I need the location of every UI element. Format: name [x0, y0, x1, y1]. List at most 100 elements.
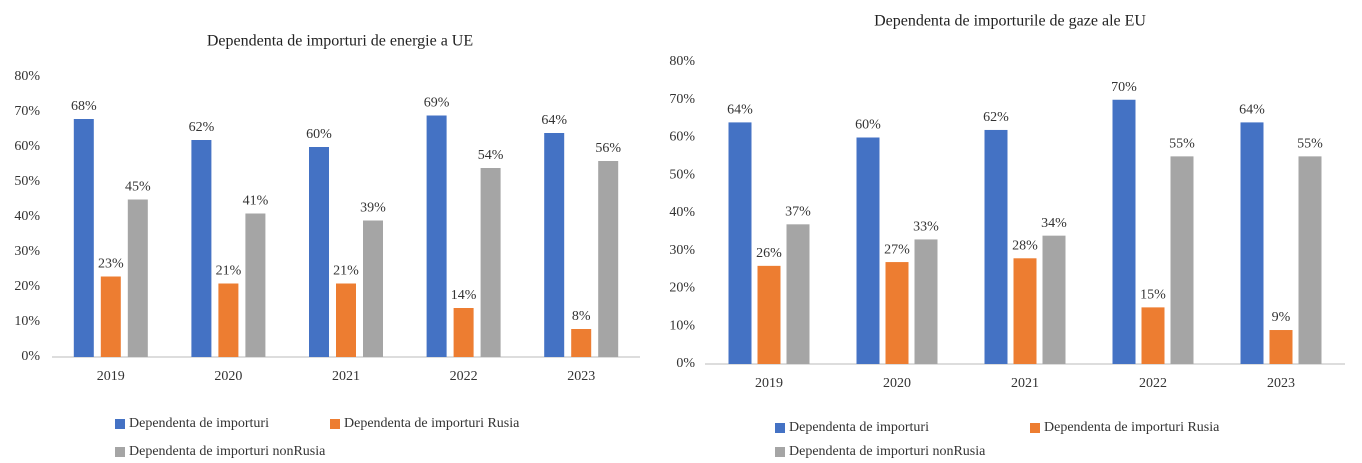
bar [544, 133, 565, 357]
legend-label: Dependenta de importuri nonRusia [129, 444, 326, 459]
data-label: 64% [541, 113, 567, 128]
bar [73, 119, 94, 357]
bar [1240, 122, 1264, 365]
data-label: 54% [478, 148, 504, 163]
y-tick-label: 40% [14, 209, 40, 224]
data-label: 69% [424, 96, 450, 111]
bar [1141, 307, 1165, 364]
legend-swatch [1030, 423, 1040, 433]
bar [1298, 156, 1322, 364]
x-tick-label: 2019 [755, 376, 783, 391]
bar [426, 115, 447, 357]
bar [728, 122, 752, 365]
data-label: 27% [884, 242, 910, 257]
x-tick-label: 2019 [97, 369, 125, 384]
bar [885, 262, 909, 364]
y-tick-label: 50% [14, 174, 40, 189]
bar [1042, 235, 1066, 364]
data-label: 68% [71, 99, 97, 114]
y-tick-label: 70% [14, 104, 40, 119]
chart-title: Dependenta de importuri de energie a UE [207, 33, 473, 50]
legend-swatch [775, 423, 785, 433]
data-label: 33% [913, 220, 939, 235]
bar [218, 283, 239, 357]
legend-label: Dependenta de importuri nonRusia [789, 444, 986, 459]
data-label: 39% [360, 201, 386, 216]
bar [757, 265, 781, 364]
legend-label: Dependenta de importuri Rusia [344, 416, 520, 431]
data-label: 60% [855, 118, 881, 133]
y-tick-label: 80% [669, 54, 695, 69]
y-tick-label: 40% [669, 205, 695, 220]
data-label: 23% [98, 257, 124, 272]
bar [914, 239, 938, 364]
legend-swatch [115, 447, 125, 457]
bar [598, 161, 619, 357]
y-tick-label: 20% [669, 281, 695, 296]
bar [191, 140, 212, 357]
data-label: 62% [189, 120, 215, 135]
data-label: 60% [306, 127, 332, 142]
data-label: 21% [333, 264, 359, 279]
y-tick-label: 80% [14, 69, 40, 84]
data-label: 62% [983, 110, 1009, 125]
data-label: 64% [727, 103, 753, 118]
y-tick-label: 60% [14, 139, 40, 154]
legend-label: Dependenta de importuri Rusia [1044, 420, 1220, 435]
y-tick-label: 0% [676, 356, 695, 371]
x-tick-label: 2020 [214, 369, 242, 384]
data-label: 55% [1169, 137, 1195, 152]
y-tick-label: 30% [14, 244, 40, 259]
data-label: 8% [572, 309, 591, 324]
bar [1269, 330, 1293, 364]
y-tick-label: 70% [669, 92, 695, 107]
bar [1112, 99, 1136, 364]
bar [336, 283, 356, 357]
x-tick-label: 2023 [567, 369, 595, 384]
y-tick-label: 30% [669, 243, 695, 258]
bar [100, 276, 121, 357]
x-tick-label: 2023 [1267, 376, 1295, 391]
legend-swatch [330, 419, 340, 429]
x-tick-label: 2022 [1139, 376, 1167, 391]
legend-swatch [775, 447, 785, 457]
data-label: 45% [125, 180, 151, 195]
bar [363, 220, 383, 357]
data-label: 41% [243, 194, 269, 209]
data-label: 56% [595, 141, 621, 156]
bar [786, 224, 810, 364]
data-label: 21% [216, 264, 242, 279]
data-label: 15% [1140, 288, 1166, 303]
bar [309, 147, 329, 357]
bar [1170, 156, 1194, 364]
x-tick-label: 2020 [883, 376, 911, 391]
y-tick-label: 50% [669, 167, 695, 182]
legend-swatch [115, 419, 125, 429]
data-label: 55% [1297, 137, 1323, 152]
data-label: 9% [1272, 310, 1291, 325]
bar [984, 129, 1008, 364]
data-label: 34% [1041, 216, 1067, 231]
y-tick-label: 0% [21, 349, 40, 364]
y-tick-label: 10% [14, 314, 40, 329]
bar [127, 199, 148, 357]
data-label: 70% [1111, 80, 1137, 95]
y-tick-label: 20% [14, 279, 40, 294]
y-tick-label: 60% [669, 130, 695, 145]
bar [571, 329, 592, 357]
legend-label: Dependenta de importuri [129, 416, 269, 431]
bar [245, 213, 266, 357]
x-tick-label: 2021 [1011, 376, 1039, 391]
data-label: 64% [1239, 103, 1265, 118]
bar [856, 137, 880, 364]
legend-label: Dependenta de importuri [789, 420, 929, 435]
data-label: 37% [785, 205, 811, 220]
bar [1013, 258, 1037, 364]
chart-title: Dependenta de importurile de gaze ale EU [874, 13, 1146, 30]
y-tick-label: 10% [669, 318, 695, 333]
bar [480, 168, 501, 357]
data-label: 28% [1012, 239, 1038, 254]
x-tick-label: 2022 [450, 369, 478, 384]
data-label: 26% [756, 246, 782, 261]
